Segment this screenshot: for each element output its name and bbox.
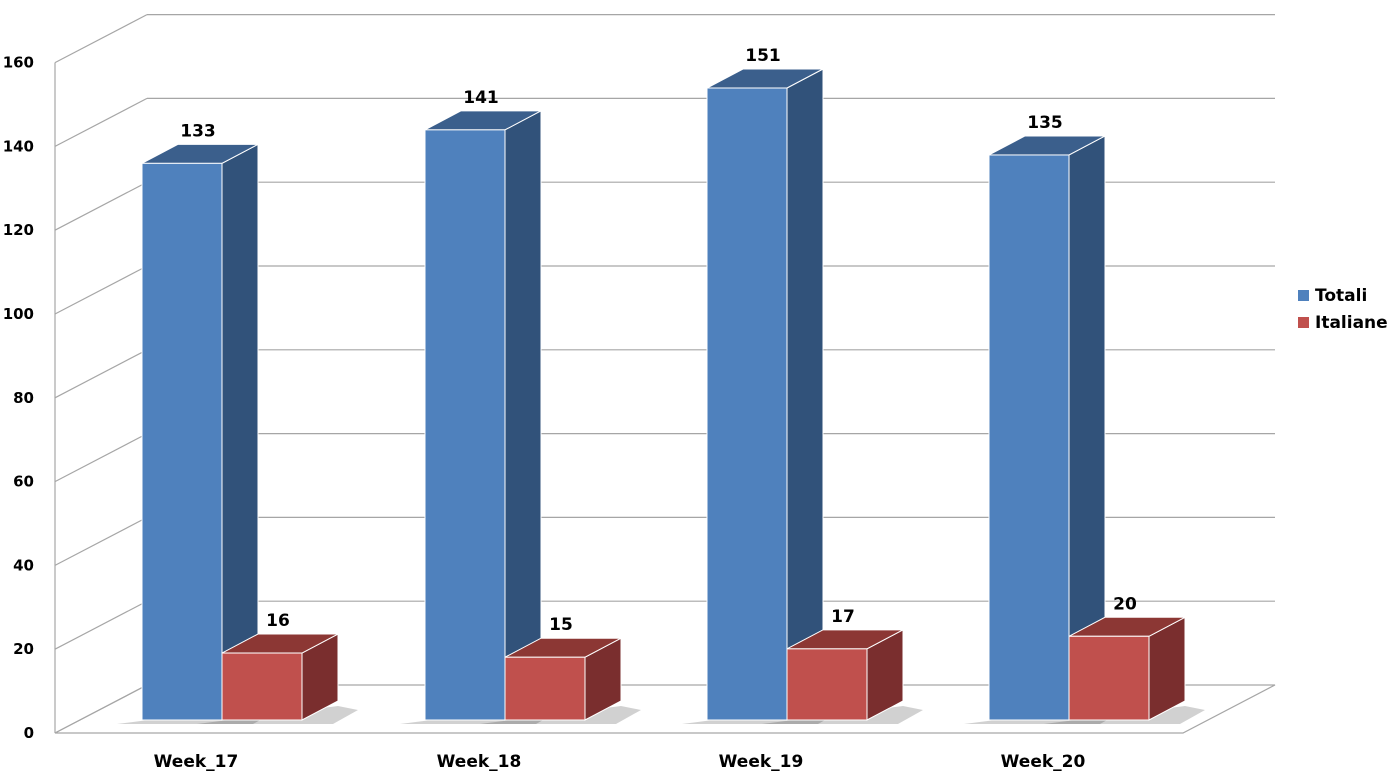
legend-label-italiane: Italiane bbox=[1315, 313, 1388, 333]
data-label-italiane-week_18: 15 bbox=[549, 615, 573, 635]
bar-totali-week_18-side bbox=[504, 110, 542, 721]
y-tick-label: 60 bbox=[13, 473, 34, 491]
legend-label-totali: Totali bbox=[1315, 286, 1367, 306]
y-tick-label: 120 bbox=[3, 221, 34, 239]
data-label-totali-week_19: 151 bbox=[745, 46, 781, 66]
bar-italiane-week_18-front bbox=[504, 656, 586, 721]
data-label-italiane-week_19: 17 bbox=[831, 607, 855, 627]
data-labels: 133 16 141 15 151 17 135 20 bbox=[180, 46, 1137, 635]
y-tick-label: 80 bbox=[13, 389, 34, 407]
gridline-diagonal bbox=[54, 349, 148, 399]
bar-totali-week_17-side bbox=[221, 143, 259, 721]
y-tick-label: 0 bbox=[24, 724, 34, 742]
gridline-diagonal bbox=[54, 97, 148, 147]
x-tick-label: Week_17 bbox=[154, 752, 239, 772]
legend-swatch-totali bbox=[1298, 290, 1309, 301]
y-tick-label: 100 bbox=[3, 305, 34, 323]
bar-italiane-week_17-front bbox=[221, 652, 303, 721]
bar-totali-week_19-side bbox=[786, 68, 824, 721]
x-axis: Week_17 Week_18 Week_19 Week_20 bbox=[154, 752, 1086, 772]
bar-totali-week_19-front bbox=[706, 87, 788, 721]
data-label-italiane-week_17: 16 bbox=[266, 611, 290, 631]
gridline-diagonal bbox=[54, 516, 148, 566]
y-tick-label: 140 bbox=[3, 137, 34, 155]
bars bbox=[117, 68, 1205, 724]
x-tick-label: Week_19 bbox=[719, 752, 804, 772]
gridline-diagonal bbox=[54, 684, 148, 734]
bar-italiane-week_20-front bbox=[1068, 635, 1150, 721]
y-tick-label: 20 bbox=[13, 640, 34, 658]
data-label-italiane-week_20: 20 bbox=[1113, 594, 1137, 614]
x-tick-label: Week_18 bbox=[437, 752, 522, 772]
legend: Totali Italiane bbox=[1298, 286, 1388, 333]
y-tick-label: 40 bbox=[13, 556, 34, 574]
bar-totali-week_18-front bbox=[424, 129, 506, 721]
y-axis: 0 20 40 60 80 100 120 140 160 bbox=[3, 54, 34, 742]
bar-totali-week_20-front bbox=[988, 154, 1070, 721]
x-tick-label: Week_20 bbox=[1001, 752, 1086, 772]
y-tick-label: 160 bbox=[3, 54, 34, 72]
bar-totali-week_17-front bbox=[141, 162, 223, 721]
data-label-totali-week_20: 135 bbox=[1027, 113, 1063, 133]
gridline-diagonal bbox=[54, 433, 148, 483]
data-label-totali-week_17: 133 bbox=[180, 121, 216, 141]
gridline-diagonal bbox=[54, 181, 148, 231]
legend-swatch-italiane bbox=[1298, 317, 1309, 328]
data-label-totali-week_18: 141 bbox=[463, 88, 499, 108]
gridline-diagonal bbox=[54, 600, 148, 650]
gridline-diagonal bbox=[54, 265, 148, 315]
gridline-diagonal bbox=[54, 14, 148, 64]
bar-italiane-week_19-front bbox=[786, 648, 868, 721]
